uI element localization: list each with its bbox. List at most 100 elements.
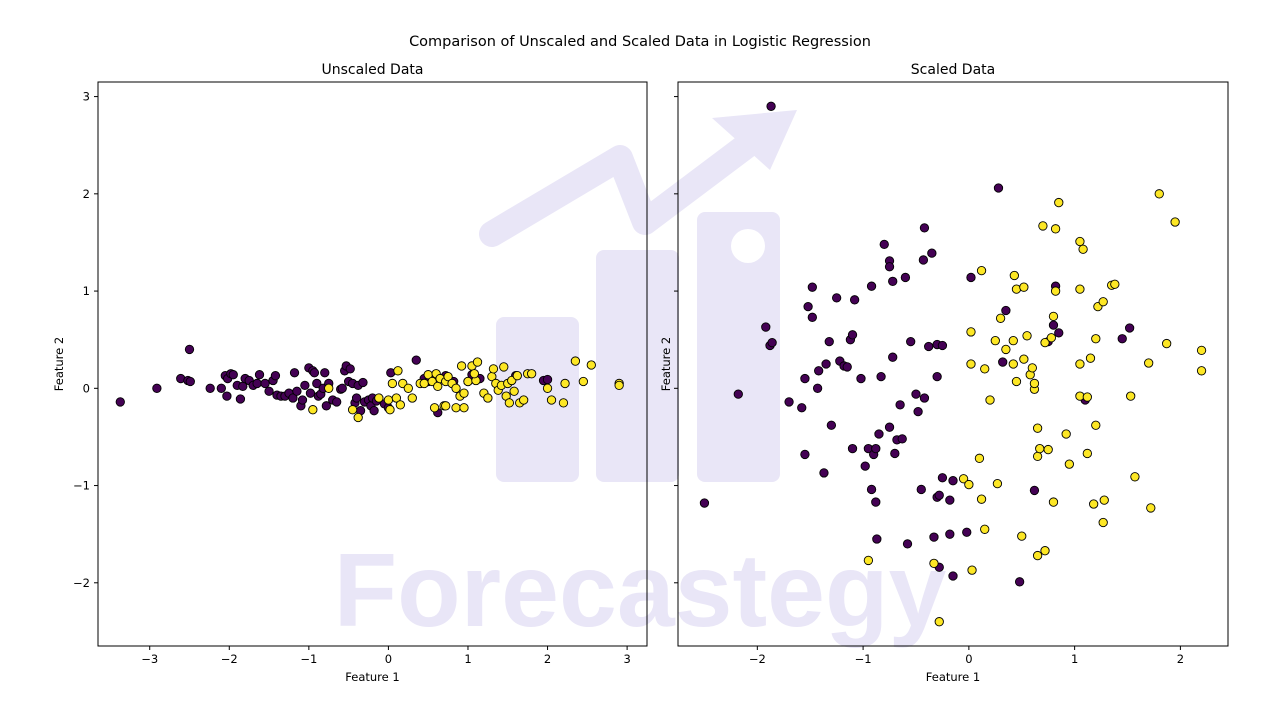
data-point-class-1 xyxy=(1082,448,1092,459)
data-point-class-0 xyxy=(962,527,972,537)
data-point-class-0 xyxy=(832,293,842,303)
data-point-class-1 xyxy=(1027,363,1037,373)
data-point-class-1 xyxy=(443,371,453,382)
data-point-class-1 xyxy=(558,398,569,408)
data-point-class-1 xyxy=(992,478,1003,489)
data-point-class-1 xyxy=(308,405,318,415)
data-point-class-1 xyxy=(976,494,987,504)
data-point-class-1 xyxy=(1098,517,1108,528)
data-point-class-0 xyxy=(847,443,858,454)
x-tick-label: 2 xyxy=(544,652,551,666)
data-point-class-1 xyxy=(967,565,977,575)
data-point-class-0 xyxy=(932,371,942,382)
data-point-class-0 xyxy=(897,434,907,444)
data-point-class-0 xyxy=(945,495,955,505)
data-point-class-0 xyxy=(1029,485,1040,496)
data-point-class-0 xyxy=(924,341,934,352)
data-point-class-0 xyxy=(411,355,421,365)
data-point-class-1 xyxy=(1038,221,1048,231)
x-tick-label: 0 xyxy=(385,652,392,666)
data-point-class-0 xyxy=(847,330,858,340)
x-tick-label: 2 xyxy=(1177,652,1184,666)
data-point-class-1 xyxy=(1011,376,1022,387)
data-point-class-1 xyxy=(499,362,509,372)
data-point-class-1 xyxy=(391,393,402,403)
data-point-class-0 xyxy=(797,403,807,413)
data-point-class-1 xyxy=(966,327,976,337)
data-point-class-1 xyxy=(1146,503,1156,513)
x-tick-label: 0 xyxy=(965,652,972,666)
data-point-class-0 xyxy=(807,282,817,292)
data-point-class-0 xyxy=(337,383,347,393)
watermark-logo: Forecastegy xyxy=(334,110,947,649)
data-point-class-0 xyxy=(966,272,976,283)
data-point-class-0 xyxy=(856,373,866,384)
data-point-class-0 xyxy=(945,529,955,539)
data-point-class-1 xyxy=(1046,333,1057,343)
data-point-class-0 xyxy=(884,422,895,432)
data-point-class-0 xyxy=(819,468,829,478)
data-point-class-0 xyxy=(803,301,813,312)
y-tick-label: 1 xyxy=(83,284,90,298)
data-point-class-0 xyxy=(542,374,553,385)
data-point-class-1 xyxy=(395,400,405,410)
data-point-class-1 xyxy=(509,386,519,396)
data-point-class-1 xyxy=(441,401,451,411)
data-point-class-0 xyxy=(800,373,810,384)
data-point-class-0 xyxy=(1117,334,1127,344)
data-point-class-0 xyxy=(784,397,794,407)
data-point-class-0 xyxy=(216,383,226,393)
data-point-class-0 xyxy=(1014,577,1025,587)
data-point-class-1 xyxy=(433,381,443,392)
data-point-class-1 xyxy=(1196,366,1207,376)
data-point-class-1 xyxy=(456,361,467,371)
data-point-class-1 xyxy=(1089,499,1099,509)
data-point-class-1 xyxy=(1078,244,1088,254)
data-point-class-1 xyxy=(459,403,469,413)
data-point-class-1 xyxy=(980,524,990,534)
data-point-class-1 xyxy=(560,378,570,389)
data-point-class-1 xyxy=(1029,378,1040,389)
data-point-class-0 xyxy=(874,429,884,439)
data-point-class-1 xyxy=(1162,338,1172,349)
data-point-class-1 xyxy=(863,555,874,566)
data-point-class-0 xyxy=(888,352,898,362)
y-tick-label: −2 xyxy=(73,576,90,590)
data-point-class-1 xyxy=(387,378,398,389)
data-point-class-0 xyxy=(849,295,860,305)
data-point-class-0 xyxy=(351,393,362,403)
data-point-class-1 xyxy=(469,369,479,379)
data-point-class-0 xyxy=(918,255,929,265)
data-point-class-0 xyxy=(860,461,870,471)
x-tick-label: −1 xyxy=(855,652,872,666)
data-point-class-0 xyxy=(288,393,298,403)
data-point-class-1 xyxy=(419,378,429,389)
data-point-class-1 xyxy=(1082,392,1092,402)
data-point-class-0 xyxy=(911,389,921,399)
data-point-class-1 xyxy=(964,479,974,490)
data-point-class-1 xyxy=(990,336,1000,346)
data-point-class-1 xyxy=(429,403,440,413)
data-point-class-0 xyxy=(1124,323,1135,333)
data-point-class-1 xyxy=(472,357,483,367)
data-point-class-1 xyxy=(374,393,384,403)
data-point-class-0 xyxy=(185,376,195,387)
data-point-class-1 xyxy=(1019,354,1029,364)
data-point-class-1 xyxy=(929,558,939,568)
data-point-class-1 xyxy=(383,395,394,405)
data-point-class-0 xyxy=(888,276,898,286)
data-point-class-0 xyxy=(879,239,889,250)
x-tick-label: 1 xyxy=(1071,652,1078,666)
data-point-class-1 xyxy=(1144,358,1154,368)
subplot-title: Unscaled Data xyxy=(322,62,424,78)
data-point-class-0 xyxy=(998,357,1008,367)
data-point-class-0 xyxy=(205,383,215,393)
data-point-class-0 xyxy=(919,393,930,403)
data-point-class-0 xyxy=(297,395,308,405)
data-point-class-0 xyxy=(321,401,332,411)
data-point-class-1 xyxy=(1008,336,1018,346)
x-axis-label: Feature 1 xyxy=(926,670,980,684)
data-point-class-0 xyxy=(993,183,1004,193)
x-tick-label: −3 xyxy=(141,652,158,666)
x-tick-label: 1 xyxy=(464,652,471,666)
